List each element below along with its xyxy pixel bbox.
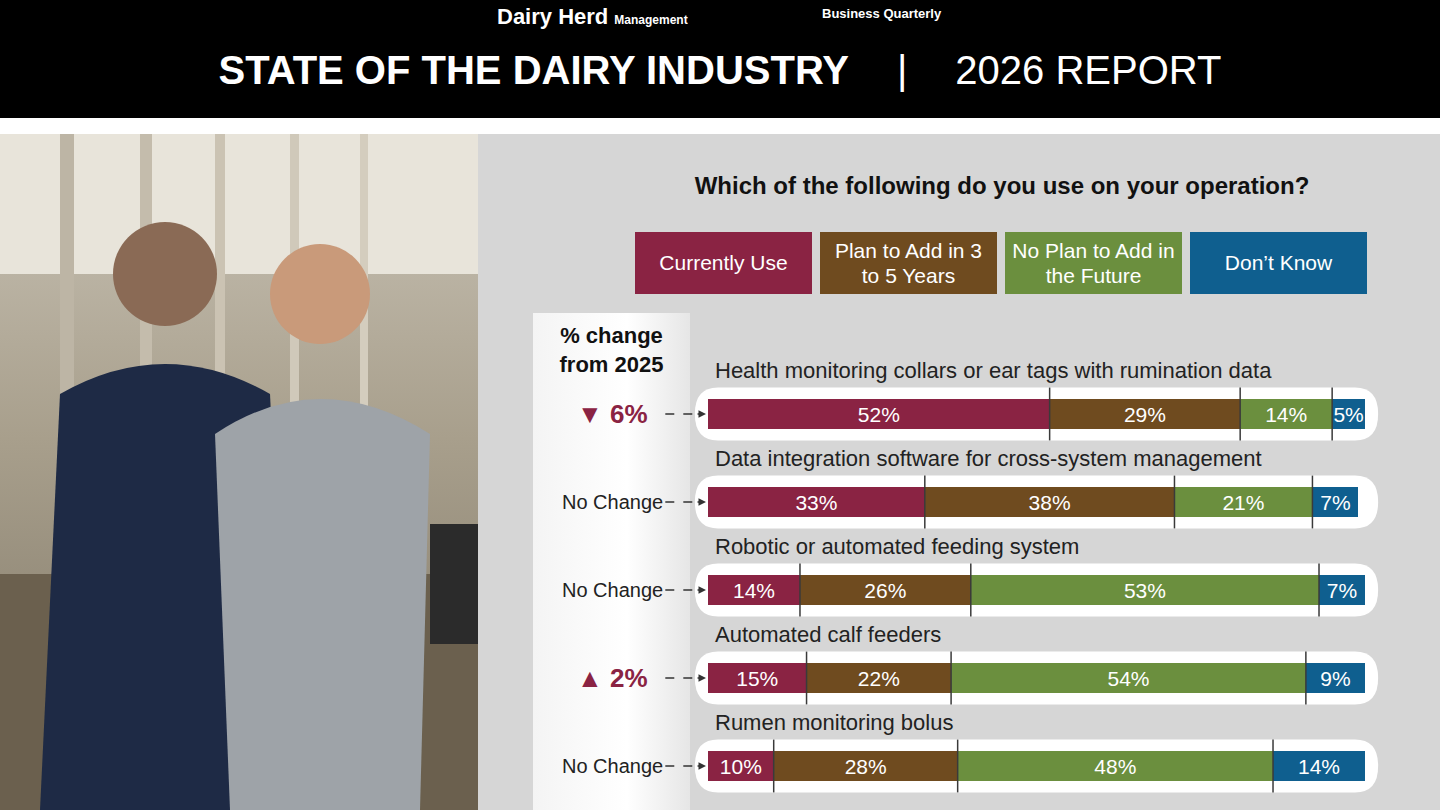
html-text:2026 REPORT: 2026 REPORT (955, 48, 1222, 92)
html-text:Plan to Add in 3 to 5 Years: Plan to Add in 3 to 5 Years (834, 238, 983, 287)
svg-text:Health monitoring collars or e: Health monitoring collars or ear tags wi… (715, 358, 1272, 383)
svg-text:▲ 2%: ▲ 2% (577, 663, 648, 693)
html-text:No Plan to Add in the Future: No Plan to Add in the Future (1012, 238, 1175, 287)
svg-text:No Change: No Change (562, 755, 663, 777)
svg-text:14%: 14% (1265, 403, 1307, 426)
svg-text:28%: 28% (845, 755, 887, 778)
svg-text:9%: 9% (1320, 667, 1350, 690)
svg-text:7%: 7% (1327, 579, 1357, 602)
svg-text:14%: 14% (1298, 755, 1340, 778)
svg-text:14%: 14% (733, 579, 775, 602)
html-text:Which of the following do you: Which of the following do you use on you… (694, 172, 1310, 199)
html-text:Dairy Herd Management: Dairy Herd Management (497, 4, 688, 29)
svg-text:48%: 48% (1094, 755, 1136, 778)
svg-text:29%: 29% (1124, 403, 1166, 426)
svg-text:33%: 33% (795, 491, 837, 514)
svg-text:52%: 52% (858, 403, 900, 426)
svg-text:15%: 15% (736, 667, 778, 690)
svg-text:26%: 26% (864, 579, 906, 602)
html-text:Currently Use: Currently Use (659, 251, 788, 275)
html-text:% change from 2025: % change from 2025 (559, 323, 664, 377)
svg-text:Automated calf feeders: Automated calf feeders (715, 622, 941, 647)
svg-text:No Change: No Change (562, 579, 663, 601)
svg-text:54%: 54% (1107, 667, 1149, 690)
svg-text:▼ 6%: ▼ 6% (577, 399, 648, 429)
svg-text:7%: 7% (1320, 491, 1350, 514)
html-text:STATE OF THE DAIRY INDUSTRY: STATE OF THE DAIRY INDUSTRY (218, 48, 849, 92)
html-text:Don’t Know: Don’t Know (1224, 251, 1333, 275)
svg-text:No Change: No Change (562, 491, 663, 513)
svg-text:10%: 10% (720, 755, 762, 778)
svg-text:38%: 38% (1029, 491, 1071, 514)
html-text:Business Quarterly: Business Quarterly (822, 6, 942, 21)
svg-text:22%: 22% (858, 667, 900, 690)
svg-text:Data integration software for: Data integration software for cross-syst… (715, 446, 1262, 471)
svg-text:Rumen monitoring bolus: Rumen monitoring bolus (715, 710, 953, 735)
svg-text:53%: 53% (1124, 579, 1166, 602)
svg-text:Robotic or automated feeding s: Robotic or automated feeding system (715, 534, 1079, 559)
svg-text:21%: 21% (1222, 491, 1264, 514)
svg-text:5%: 5% (1333, 403, 1363, 426)
